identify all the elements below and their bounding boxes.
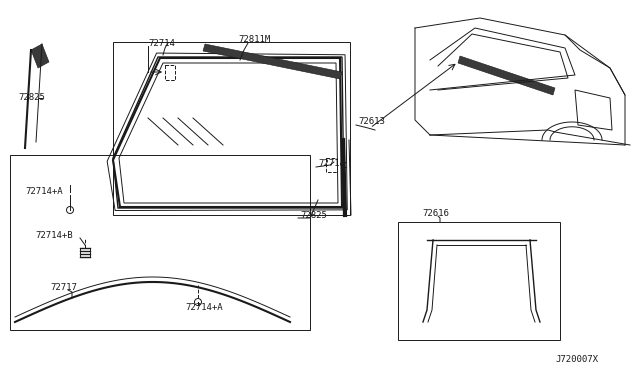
Text: J720007X: J720007X (555, 356, 598, 365)
Text: 72616: 72616 (422, 208, 449, 218)
Text: 72717: 72717 (50, 283, 77, 292)
Text: 72825: 72825 (18, 93, 45, 103)
Text: 72811M: 72811M (238, 35, 270, 45)
Text: 72714+A: 72714+A (25, 187, 63, 196)
Polygon shape (203, 44, 342, 79)
Text: 72714: 72714 (148, 38, 175, 48)
Text: 72714+B: 72714+B (35, 231, 72, 240)
Text: 72714: 72714 (318, 160, 345, 169)
Polygon shape (458, 56, 555, 95)
Polygon shape (31, 44, 49, 68)
Text: 72613: 72613 (358, 118, 385, 126)
Text: 72714+A: 72714+A (185, 302, 223, 311)
Text: 72825: 72825 (300, 211, 327, 219)
